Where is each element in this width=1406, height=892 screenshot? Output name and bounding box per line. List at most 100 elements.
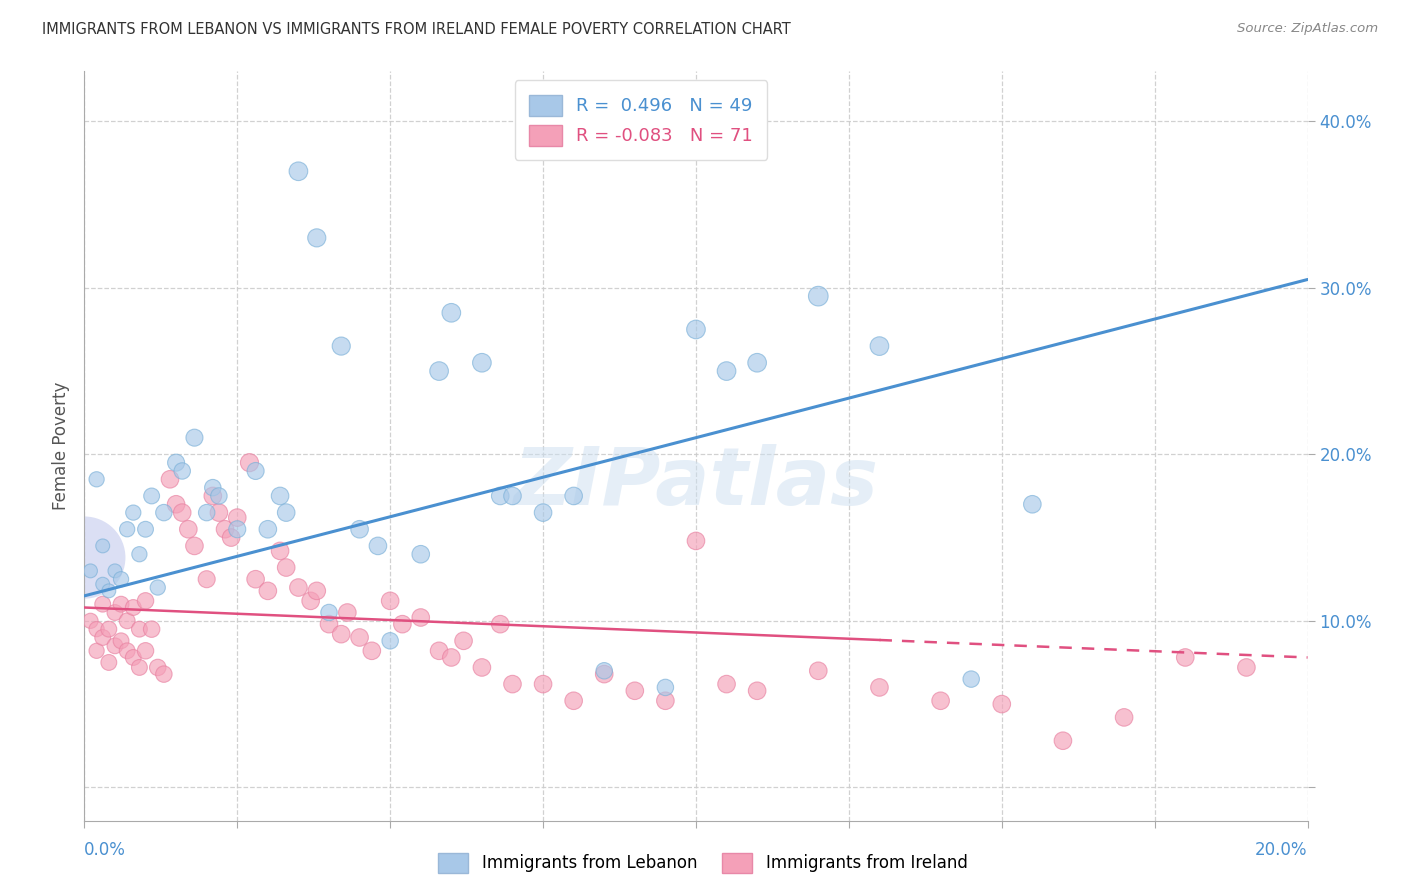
Point — [305, 583, 328, 598]
Point — [177, 522, 200, 536]
Point — [86, 472, 108, 486]
Point — [110, 572, 132, 586]
Point — [208, 506, 231, 520]
Point — [299, 594, 322, 608]
Point — [128, 660, 150, 674]
Point — [349, 631, 371, 645]
Point — [360, 644, 382, 658]
Point — [257, 583, 280, 598]
Point — [409, 547, 432, 561]
Point — [367, 539, 389, 553]
Point — [226, 510, 249, 524]
Point — [110, 633, 132, 648]
Point — [489, 489, 512, 503]
Text: Source: ZipAtlas.com: Source: ZipAtlas.com — [1237, 22, 1378, 36]
Point — [122, 506, 145, 520]
Point — [122, 600, 145, 615]
Point — [146, 660, 169, 674]
Point — [269, 489, 291, 503]
Point — [276, 506, 298, 520]
Point — [165, 497, 187, 511]
Point — [226, 522, 249, 536]
Point — [91, 539, 114, 553]
Point — [195, 506, 218, 520]
Point — [330, 627, 353, 641]
Point — [104, 564, 127, 578]
Point — [86, 644, 108, 658]
Point — [238, 456, 260, 470]
Point — [97, 656, 120, 670]
Point — [245, 464, 267, 478]
Point — [269, 544, 291, 558]
Point — [502, 677, 524, 691]
Point — [183, 539, 205, 553]
Point — [1174, 650, 1197, 665]
Point — [245, 572, 267, 586]
Point — [91, 631, 114, 645]
Point — [115, 644, 138, 658]
Point — [91, 577, 114, 591]
Point — [807, 289, 830, 303]
Point — [135, 594, 157, 608]
Point — [135, 522, 157, 536]
Point — [172, 506, 194, 520]
Point — [195, 572, 218, 586]
Point — [960, 672, 983, 686]
Y-axis label: Female Poverty: Female Poverty — [52, 382, 70, 510]
Point — [208, 489, 231, 503]
Point — [929, 694, 952, 708]
Point — [593, 667, 616, 681]
Point — [79, 564, 101, 578]
Text: 20.0%: 20.0% — [1256, 840, 1308, 859]
Point — [593, 664, 616, 678]
Point — [318, 606, 340, 620]
Point — [141, 622, 163, 636]
Point — [91, 597, 114, 611]
Point — [502, 489, 524, 503]
Point — [330, 339, 353, 353]
Point — [654, 694, 676, 708]
Point — [409, 610, 432, 624]
Point — [128, 547, 150, 561]
Point — [531, 506, 554, 520]
Point — [135, 644, 157, 658]
Point — [440, 650, 463, 665]
Text: 0.0%: 0.0% — [84, 840, 127, 859]
Point — [318, 617, 340, 632]
Point — [489, 617, 512, 632]
Point — [97, 622, 120, 636]
Point — [427, 644, 450, 658]
Point — [654, 681, 676, 695]
Point — [562, 694, 585, 708]
Point — [427, 364, 450, 378]
Point — [380, 594, 402, 608]
Point — [807, 664, 830, 678]
Point — [183, 431, 205, 445]
Point — [624, 683, 647, 698]
Point — [219, 531, 242, 545]
Point — [869, 681, 891, 695]
Point — [1052, 733, 1074, 747]
Point — [747, 356, 769, 370]
Point — [305, 231, 328, 245]
Point — [110, 597, 132, 611]
Point — [1114, 710, 1136, 724]
Point — [287, 164, 309, 178]
Point — [869, 339, 891, 353]
Point — [214, 522, 236, 536]
Point — [128, 622, 150, 636]
Point — [440, 306, 463, 320]
Legend: R =  0.496   N = 49, R = -0.083   N = 71: R = 0.496 N = 49, R = -0.083 N = 71 — [515, 80, 768, 160]
Point — [336, 606, 359, 620]
Point — [159, 472, 181, 486]
Point — [165, 456, 187, 470]
Point — [1021, 497, 1043, 511]
Point — [153, 506, 176, 520]
Point — [453, 633, 475, 648]
Point — [104, 639, 127, 653]
Point — [716, 364, 738, 378]
Point — [153, 667, 176, 681]
Point — [172, 464, 194, 478]
Point — [685, 322, 707, 336]
Point — [257, 522, 280, 536]
